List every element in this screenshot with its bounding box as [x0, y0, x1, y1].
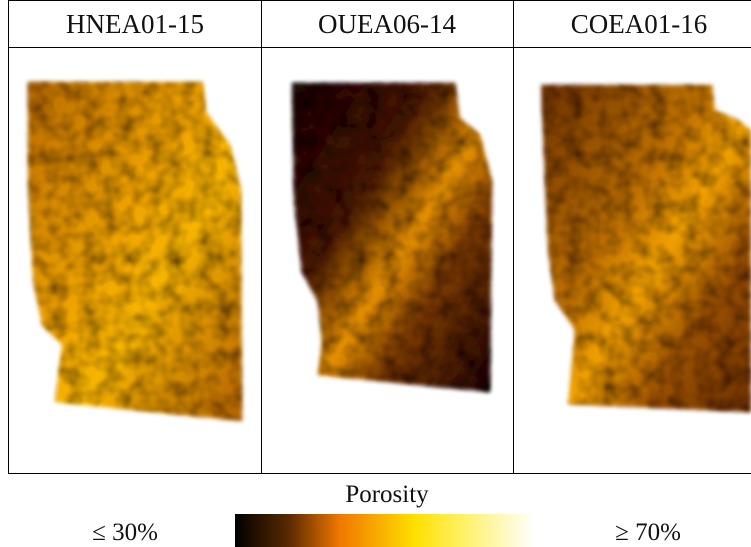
colorbar: [235, 514, 535, 547]
colorbar-max-label: ≥ 70%: [615, 519, 681, 546]
table-frame: [8, 0, 751, 474]
panel-title: OUEA06-14: [318, 9, 456, 39]
porosity-map: [292, 83, 492, 392]
panel-title: COEA01-16: [571, 9, 708, 39]
panel-title: HNEA01-15: [66, 9, 204, 39]
porosity-map: [28, 82, 242, 421]
colorbar-label: Porosity: [345, 481, 429, 508]
porosity-map: [541, 85, 751, 412]
colorbar-min-label: ≤ 30%: [92, 519, 158, 546]
